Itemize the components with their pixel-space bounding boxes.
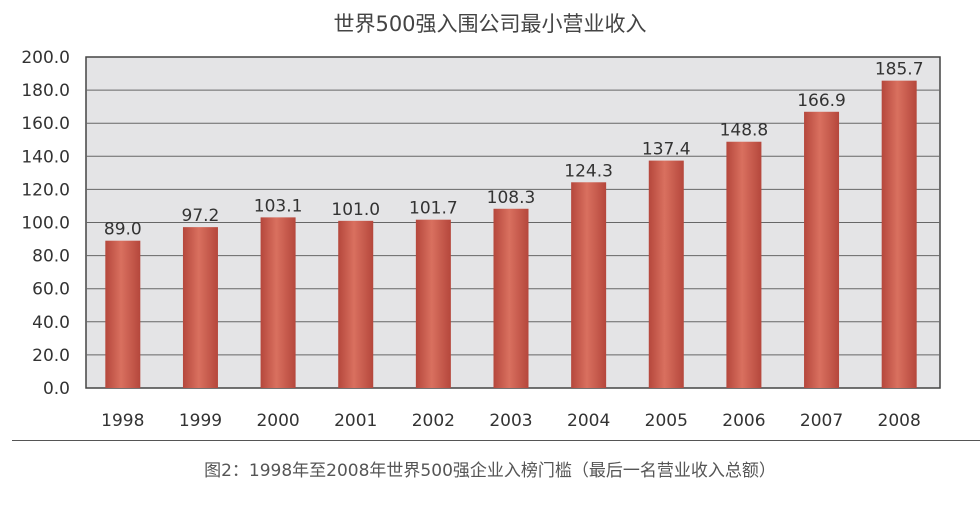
y-tick-label: 120.0 (21, 180, 70, 200)
bar (338, 220, 374, 388)
bar (571, 182, 607, 388)
data-label: 103.1 (254, 196, 303, 216)
x-tick-label: 2007 (800, 411, 843, 431)
data-label: 101.0 (331, 200, 380, 220)
y-tick-label: 180.0 (21, 81, 70, 101)
chart-caption: 图2：1998年至2008年世界500强企业入榜门槛（最后一名营业收入总额） (204, 461, 776, 481)
y-tick-label: 100.0 (21, 214, 70, 234)
bar (415, 219, 451, 388)
bar (493, 208, 529, 388)
x-tick-label: 2008 (878, 411, 921, 431)
data-label: 185.7 (875, 60, 924, 80)
x-tick-label: 2005 (645, 411, 688, 431)
x-tick-label: 2000 (256, 411, 299, 431)
data-label: 148.8 (720, 121, 769, 141)
bar (726, 141, 762, 388)
y-tick-label: 60.0 (32, 280, 70, 300)
y-tick-label: 0.0 (43, 379, 70, 399)
data-label: 97.2 (182, 206, 220, 226)
x-tick-label: 2002 (412, 411, 455, 431)
data-label: 89.0 (104, 220, 142, 240)
chart-title: 世界500强入围公司最小营业收入 (333, 12, 647, 36)
y-tick-label: 200.0 (21, 48, 70, 68)
y-tick-label: 160.0 (21, 114, 70, 134)
data-label: 166.9 (797, 91, 846, 111)
bar (648, 160, 684, 388)
x-tick-label: 2004 (567, 411, 610, 431)
data-label: 137.4 (642, 140, 691, 160)
data-label: 101.7 (409, 199, 458, 219)
bar (105, 240, 141, 388)
y-tick-label: 80.0 (32, 247, 70, 267)
bar (881, 80, 917, 388)
x-tick-label: 2003 (489, 411, 532, 431)
x-tick-label: 2006 (722, 411, 765, 431)
y-tick-label: 20.0 (32, 346, 70, 366)
x-tick-label: 2001 (334, 411, 377, 431)
y-tick-label: 140.0 (21, 147, 70, 167)
divider (12, 440, 980, 441)
bar (182, 227, 218, 388)
bar (804, 111, 840, 388)
data-label: 108.3 (487, 188, 536, 208)
y-tick-label: 40.0 (32, 313, 70, 333)
data-label: 124.3 (564, 161, 613, 181)
x-tick-label: 1998 (101, 411, 144, 431)
x-tick-label: 1999 (179, 411, 222, 431)
bar (260, 217, 296, 388)
